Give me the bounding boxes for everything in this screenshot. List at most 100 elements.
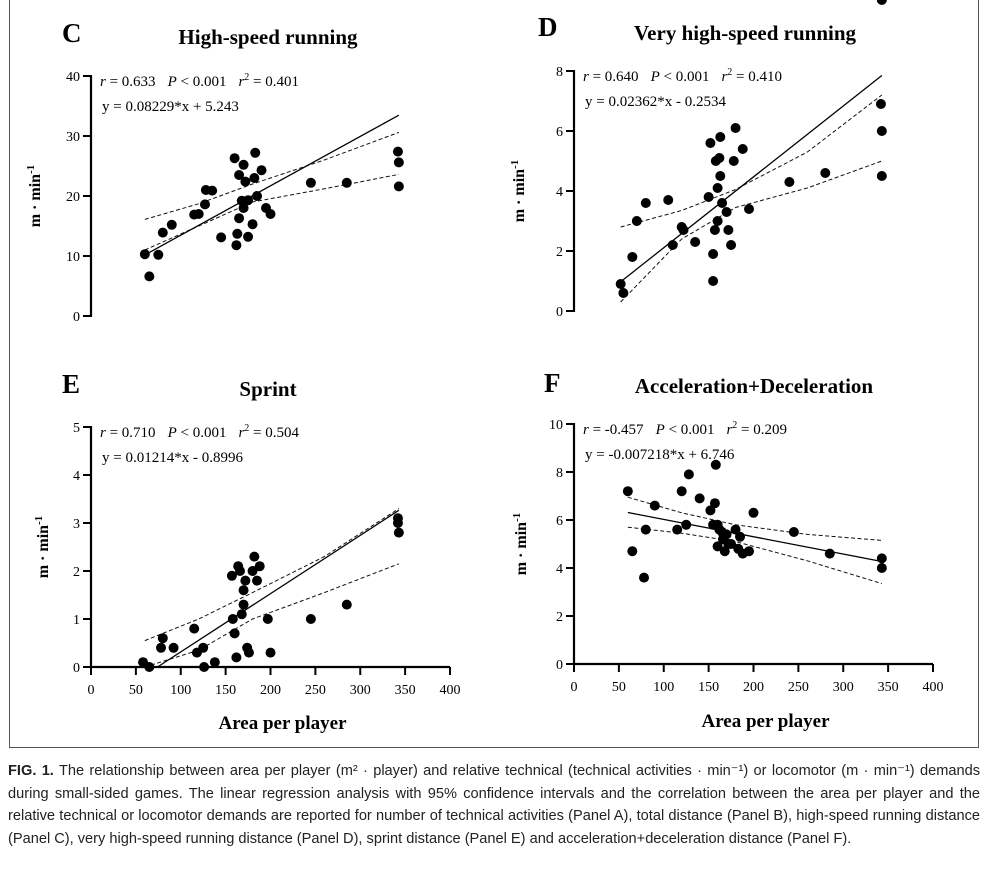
y-axis-label-exponent: -1 [511, 513, 523, 522]
data-point [234, 566, 245, 576]
data-point [168, 642, 179, 653]
data-point [234, 213, 245, 224]
stat-r-value: = 0.640 [589, 69, 639, 85]
stats-annotation: r = 0.710 P < 0.001 r2 = 0.504 [100, 423, 300, 441]
data-point [709, 498, 720, 509]
data-point [238, 159, 249, 170]
y-tick-label: 2 [556, 245, 563, 260]
stat-r2-exponent: 2 [244, 423, 249, 434]
x-tick-label: 400 [923, 680, 944, 695]
stat-p-symbol: P [655, 422, 665, 438]
y-axis-label-text: m · min [35, 525, 52, 578]
data-point [393, 527, 404, 538]
regression-equation: y = 0.08229*x + 5.243 [102, 99, 239, 115]
data-point [876, 171, 887, 181]
y-tick-label: 6 [556, 514, 563, 529]
data-point [234, 170, 245, 180]
y-axis-label: m · min-1 [33, 516, 52, 579]
data-point [683, 469, 694, 480]
data-point [726, 539, 737, 549]
data-point [256, 165, 267, 176]
x-tick-label: 250 [305, 683, 326, 698]
stat-r-value: = 0.710 [106, 425, 156, 441]
stat-r-symbol: r [583, 69, 589, 85]
data-point [640, 198, 651, 208]
data-point [144, 271, 155, 282]
data-point [198, 642, 209, 653]
y-tick-label: 10 [549, 418, 563, 433]
x-tick-label: 100 [170, 683, 191, 698]
data-point [708, 249, 719, 259]
stat-r2-exponent: 2 [732, 420, 737, 431]
data-point [240, 575, 251, 586]
data-point [712, 216, 723, 226]
data-point [238, 203, 249, 213]
caption-label: FIG. 1. [8, 763, 54, 779]
data-point [238, 585, 249, 596]
x-axis-label: Area per player [218, 713, 347, 734]
data-point [247, 219, 258, 230]
x-axis-label: Area per player [701, 711, 830, 732]
stat-r-value: = 0.633 [106, 74, 156, 90]
y-tick-label: 0 [73, 661, 80, 676]
stat-r2-value: = 0.209 [737, 422, 787, 438]
data-point [631, 216, 642, 226]
panel-label: D [538, 12, 558, 42]
y-tick-label: 10 [66, 250, 80, 265]
data-point [708, 276, 719, 286]
y-axis-label: m · min-1 [511, 513, 530, 576]
data-point [249, 173, 260, 183]
data-point [788, 527, 799, 537]
ci-lower-band [627, 526, 882, 585]
data-point [252, 575, 263, 586]
y-tick-label: 0 [556, 305, 563, 320]
caption-text: The relationship between area per player… [8, 763, 981, 847]
y-tick-label: 4 [556, 185, 563, 200]
data-point [157, 633, 168, 644]
data-point [618, 288, 629, 298]
data-point [262, 614, 273, 624]
data-point [144, 662, 155, 672]
chart-title: High-speed running [178, 25, 358, 49]
y-tick-label: 4 [73, 469, 80, 484]
stats-annotation: r = -0.457 P < 0.001 r2 = 0.209 [583, 420, 787, 438]
data-point [166, 219, 177, 230]
x-tick-label: 100 [653, 680, 674, 695]
data-point [615, 279, 626, 289]
x-tick-label: 250 [788, 680, 809, 695]
y-tick-label: 6 [556, 125, 563, 140]
data-point [676, 486, 687, 497]
x-tick-label: 150 [215, 683, 236, 698]
stat-r2-value: = 0.504 [249, 425, 299, 441]
data-point [157, 227, 168, 238]
data-point [305, 614, 316, 624]
data-point [392, 518, 403, 528]
y-tick-label: 8 [556, 466, 563, 481]
y-tick-label: 8 [556, 65, 563, 80]
data-point [193, 209, 204, 219]
y-tick-label: 0 [556, 658, 563, 673]
x-tick-label: 200 [260, 683, 281, 698]
x-tick-label: 350 [878, 680, 899, 695]
data-point [265, 209, 276, 219]
data-point [876, 0, 887, 5]
data-point [710, 459, 721, 470]
panel-label: C [62, 18, 82, 48]
data-point [737, 144, 748, 154]
regression-equation: y = 0.02362*x - 0.2534 [585, 94, 726, 110]
x-tick-label: 300 [350, 683, 371, 698]
data-point [715, 132, 726, 142]
data-point [240, 176, 251, 187]
x-tick-label: 0 [88, 683, 95, 698]
data-point [721, 207, 732, 217]
x-tick-label: 200 [743, 680, 764, 695]
data-point [341, 599, 352, 610]
data-point [715, 171, 726, 181]
data-point [705, 505, 716, 516]
x-tick-label: 0 [571, 680, 578, 695]
data-point [712, 183, 723, 193]
data-point [678, 225, 689, 235]
stat-p-value: < 0.001 [177, 74, 227, 90]
y-tick-label: 5 [73, 421, 80, 436]
